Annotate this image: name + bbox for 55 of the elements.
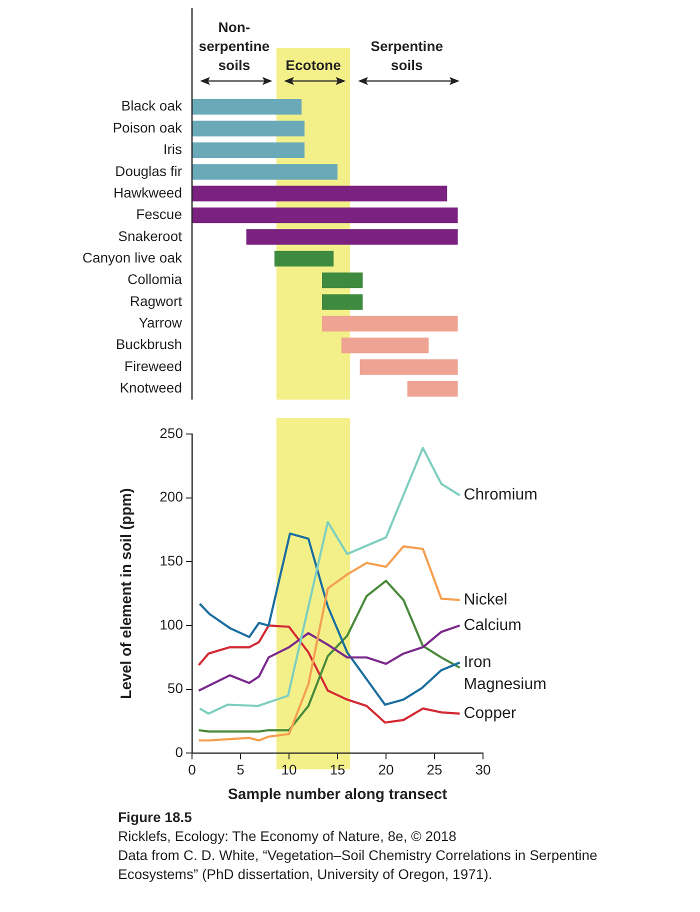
y-tick-label: Knotweed — [120, 380, 182, 396]
text: Serpentine soils — [370, 38, 444, 73]
x-tick-label: 30 — [475, 761, 491, 778]
bar — [192, 142, 305, 158]
y-tick-label: Fireweed — [124, 358, 182, 374]
series-label: Copper — [464, 705, 517, 722]
y-axis-title: Level of element in soil (ppm) — [118, 488, 136, 700]
y-tick-label: 50 — [167, 680, 184, 696]
bar — [246, 229, 458, 245]
bar — [274, 250, 334, 266]
bar — [322, 294, 363, 310]
series-label: Chromium — [464, 486, 538, 504]
x-tick-label: 15 — [330, 761, 346, 778]
x-tick-label: 20 — [378, 761, 394, 778]
text: Data from C. D. White, “Vegetation–Soil Chemistry Correlations in Serpentine Ecosystems” (PhD dissertation, University of Oregon, 1971). — [118, 846, 598, 884]
x-tick-label: 5 — [236, 761, 245, 778]
y-tick-label: Fescue — [136, 206, 182, 222]
band-label: Ecotone — [286, 57, 342, 73]
y-tick-label: Poison oak — [112, 119, 183, 136]
x-tick-label: 10 — [281, 761, 297, 778]
y-tick-label: 150 — [160, 552, 184, 569]
y-tick-label: Hawkweed — [114, 184, 182, 200]
bar — [192, 120, 305, 136]
series-label: Magnesium — [464, 676, 546, 693]
y-tick-label: 0 — [175, 744, 184, 760]
text: Non-serpentine soils — [198, 19, 270, 73]
y-tick-label: Canyon live oak — [82, 250, 183, 266]
y-tick-label: 100 — [160, 616, 184, 632]
bar — [322, 272, 363, 288]
y-tick-label: Iris — [163, 141, 182, 158]
y-tick-label: Black oak — [121, 98, 183, 114]
bar — [341, 338, 429, 354]
y-tick-label: Douglas fir — [115, 162, 182, 179]
y-tick-label: Collomia — [128, 271, 182, 288]
bar — [360, 359, 458, 375]
caption: Figure 18.5 — [118, 808, 193, 827]
series-label: Nickel — [464, 591, 508, 608]
y-tick-label: Yarrow — [138, 314, 183, 331]
bar — [322, 316, 458, 332]
bar — [192, 164, 338, 180]
y-tick-label: Snakeroot — [118, 228, 182, 244]
x-tick-label: 0 — [188, 761, 196, 778]
series-label: Iron — [464, 654, 492, 671]
y-tick-label: Ragwort — [130, 292, 182, 309]
text: Ricklefs, Ecology: The Economy of Nature, 8e, © 2018 — [118, 827, 458, 846]
bar — [192, 99, 302, 115]
bar — [192, 207, 458, 224]
x-tick-label: 25 — [426, 761, 442, 778]
y-tick-label: 250 — [160, 424, 184, 441]
x-axis-title: Sample number along transect — [228, 786, 448, 804]
bar — [407, 380, 458, 397]
y-tick-label: 200 — [160, 488, 184, 505]
series-label: Calcium — [464, 616, 522, 634]
y-tick-label: Buckbrush — [116, 336, 182, 352]
bar — [192, 186, 448, 202]
